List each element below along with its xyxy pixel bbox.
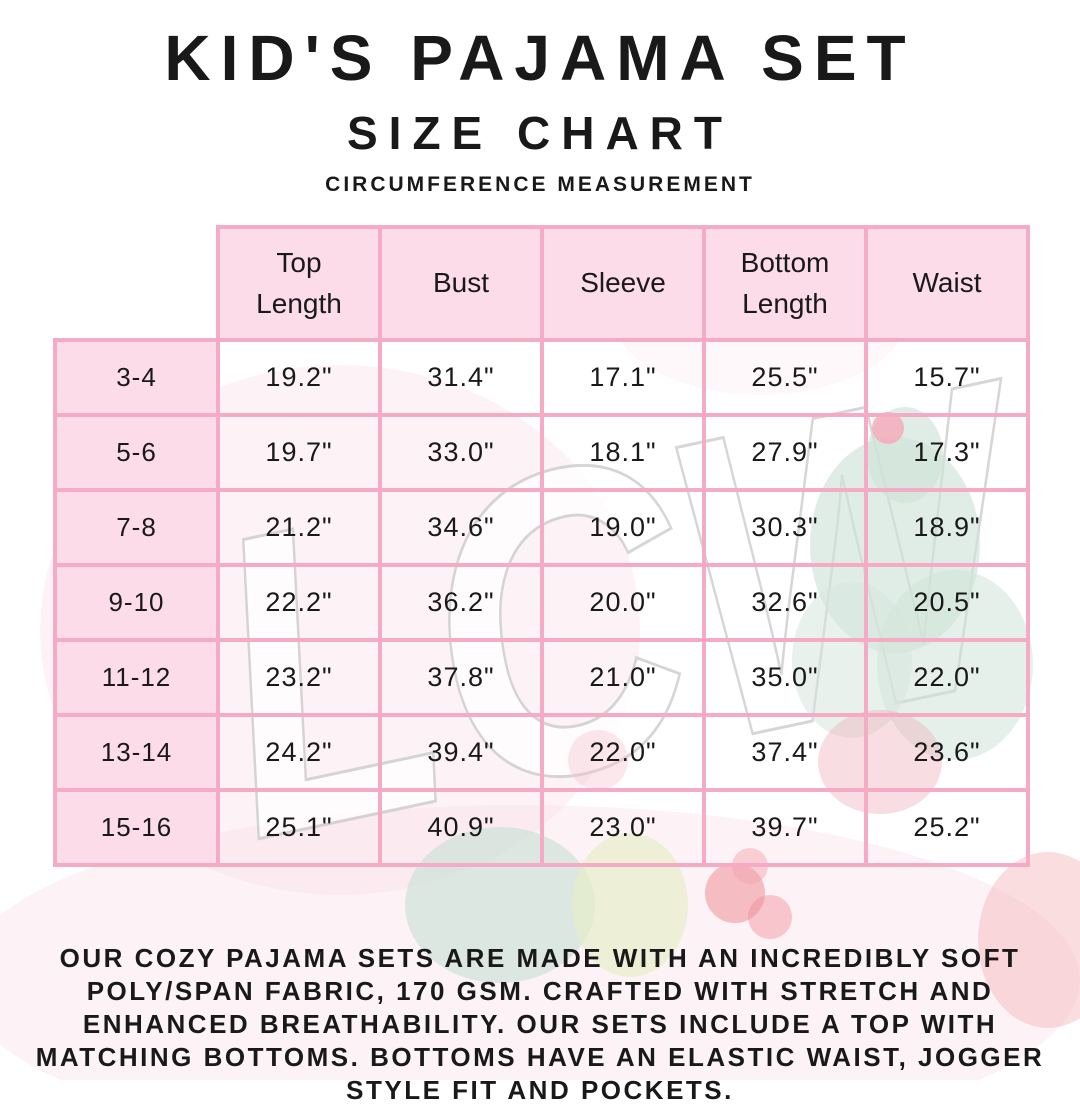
size-row-7-8: 7-8 21.2" 34.6" 19.0" 30.3" 18.9" — [53, 488, 1030, 567]
size-chart-body: 3-4 19.2" 31.4" 17.1" 25.5" 15.7" 5-6 19.7" 33.0… — [53, 338, 1030, 867]
measurement-cell-bust: 36.2" — [378, 563, 544, 642]
measurement-cell-sleeve: 23.0" — [540, 788, 706, 867]
measurement-cell-waist: 23.6" — [864, 713, 1030, 792]
cactus-pad-shape — [405, 827, 595, 983]
corner-cell — [55, 227, 218, 340]
measurement-cell-top-length: 19.7" — [216, 413, 382, 492]
size-row-11-12: 11-12 23.2" 37.8" 21.0" 35.0" 22.0" — [53, 638, 1030, 717]
measurement-cell-waist: 25.2" — [864, 788, 1030, 867]
size-row-3-4: 3-4 19.2" 31.4" 17.1" 25.5" 15.7" — [53, 338, 1030, 417]
measurement-cell-waist: 20.5" — [864, 563, 1030, 642]
measurement-cell-top-length: 21.2" — [216, 488, 382, 567]
page-title: KID'S PAJAMA SET — [164, 22, 916, 94]
measurement-cell-bottom-length: 35.0" — [702, 638, 868, 717]
header-cell-waist: Waist — [864, 225, 1030, 342]
flower-shape — [705, 863, 765, 923]
flower-shape — [748, 895, 792, 939]
size-row-5-6: 5-6 19.7" 33.0" 18.1" 27.9" 17.3" — [53, 413, 1030, 492]
header-cell-top-length: Top Length — [216, 225, 382, 342]
header-cell-bottom-length: Bottom Length — [702, 225, 868, 342]
size-label: 15-16 — [53, 788, 220, 867]
header-cell-sleeve: Sleeve — [540, 225, 706, 342]
measurement-cell-sleeve: 17.1" — [540, 338, 706, 417]
size-label: 11-12 — [53, 638, 220, 717]
measurement-cell-waist: 18.9" — [864, 488, 1030, 567]
measurement-cell-bottom-length: 30.3" — [702, 488, 868, 567]
measurement-cell-bust: 37.8" — [378, 638, 544, 717]
measurement-cell-sleeve: 22.0" — [540, 713, 706, 792]
measurement-cell-sleeve: 18.1" — [540, 413, 706, 492]
measurement-cell-top-length: 22.2" — [216, 563, 382, 642]
size-label: 13-14 — [53, 713, 220, 792]
measurement-cell-bust: 34.6" — [378, 488, 544, 567]
size-label: 7-8 — [53, 488, 220, 567]
size-row-13-14: 13-14 24.2" 39.4" 22.0" 37.4" 23.6" — [53, 713, 1030, 792]
measurement-cell-bottom-length: 37.4" — [702, 713, 868, 792]
size-row-9-10: 9-10 22.2" 36.2" 20.0" 32.6" 20.5" — [53, 563, 1030, 642]
measurement-cell-sleeve: 20.0" — [540, 563, 706, 642]
measurement-cell-waist: 15.7" — [864, 338, 1030, 417]
measurement-cell-top-length: 19.2" — [216, 338, 382, 417]
measurement-cell-top-length: 24.2" — [216, 713, 382, 792]
heading-block: KID'S PAJAMA SET SIZE CHART CIRCUMFERENC… — [0, 0, 1080, 195]
size-label: 9-10 — [53, 563, 220, 642]
size-label: 5-6 — [53, 413, 220, 492]
measurement-cell-bust: 40.9" — [378, 788, 544, 867]
measurement-cell-waist: 22.0" — [864, 638, 1030, 717]
measurement-cell-bust: 31.4" — [378, 338, 544, 417]
measurement-cell-bust: 33.0" — [378, 413, 544, 492]
measurement-cell-bust: 39.4" — [378, 713, 544, 792]
measurement-cell-bottom-length: 39.7" — [702, 788, 868, 867]
measurement-cell-bottom-length: 32.6" — [702, 563, 868, 642]
size-row-15-16: 15-16 25.1" 40.9" 23.0" 39.7" 25.2" — [53, 788, 1030, 867]
cactus-pad-shape — [572, 833, 688, 977]
size-label: 3-4 — [53, 338, 220, 417]
measurement-cell-sleeve: 21.0" — [540, 638, 706, 717]
size-chart-header: Top Length Bust Sleeve Bottom Length Waist — [55, 225, 1030, 342]
measurement-cell-bottom-length: 27.9" — [702, 413, 868, 492]
measurement-cell-bottom-length: 25.5" — [702, 338, 868, 417]
measurement-cell-top-length: 23.2" — [216, 638, 382, 717]
measurement-cell-sleeve: 19.0" — [540, 488, 706, 567]
header-cell-bust: Bust — [378, 225, 544, 342]
measurement-note: CIRCUMFERENCE MEASUREMENT — [325, 173, 755, 196]
measurement-cell-waist: 17.3" — [864, 413, 1030, 492]
size-chart-table: Top Length Bust Sleeve Bottom Length Waist 3… — [53, 225, 1030, 867]
measurement-cell-top-length: 25.1" — [216, 788, 382, 867]
header-row: Top Length Bust Sleeve Bottom Length Waist — [55, 225, 1030, 342]
product-description: OUR COZY PAJAMA SETS ARE MADE WITH AN IN… — [35, 943, 1045, 1105]
flower-shape — [978, 852, 1080, 1028]
page-subtitle: SIZE CHART — [347, 107, 733, 159]
